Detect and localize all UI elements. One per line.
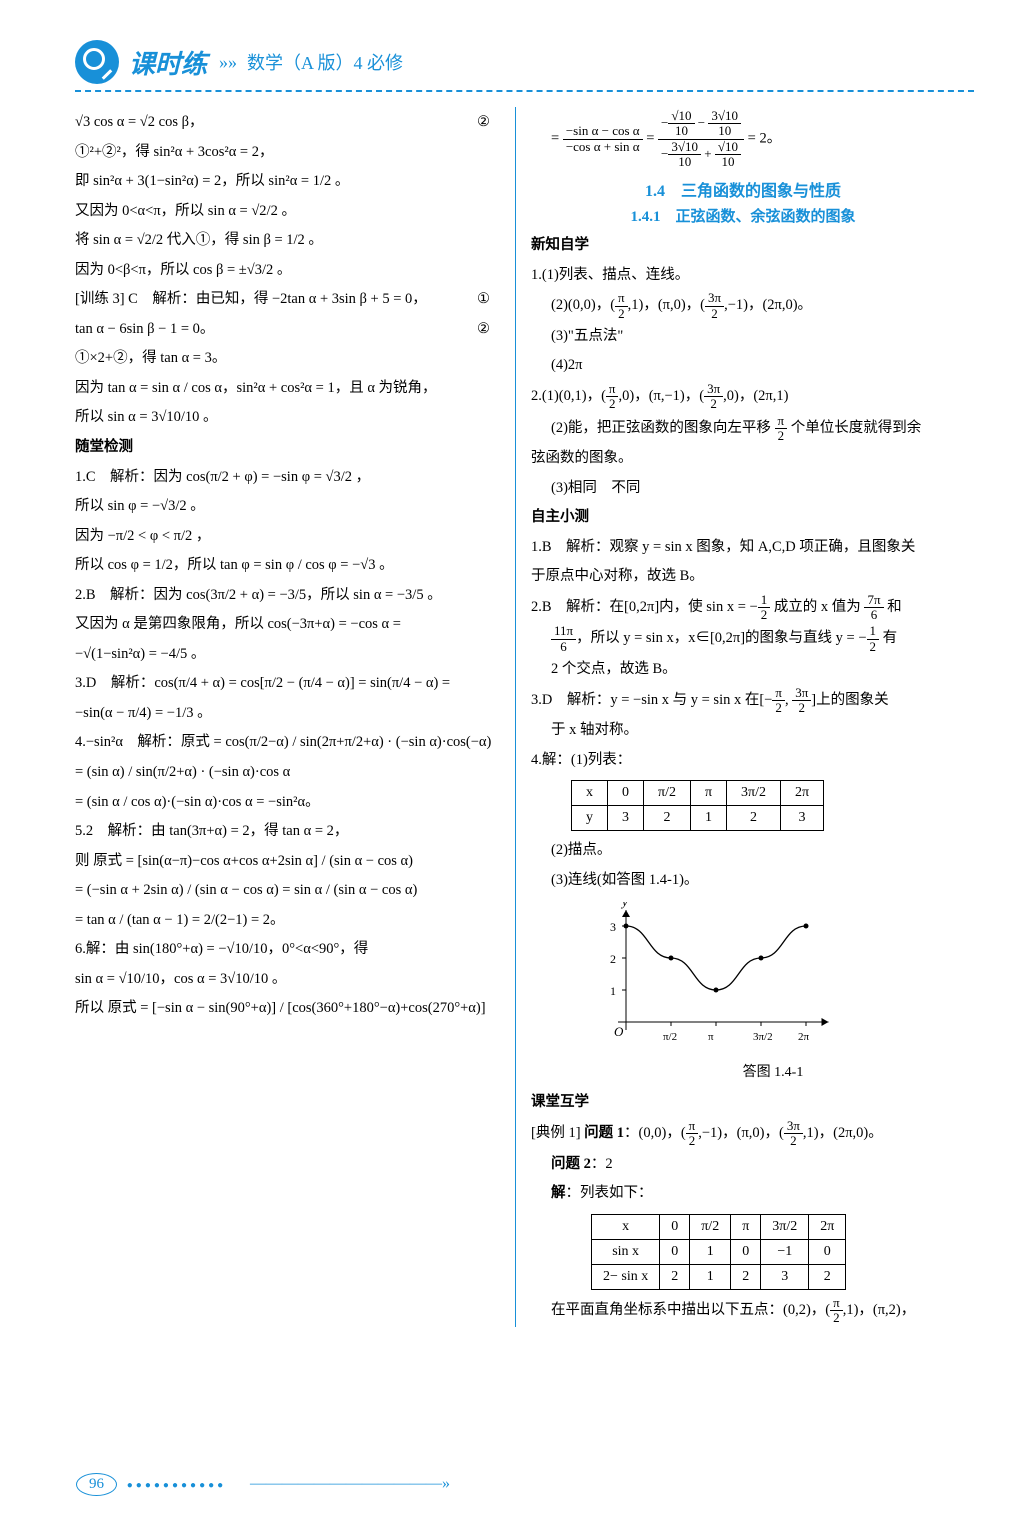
text-line: 3.D 解析：cos(π/4 + α) = cos[π/2 − (π/4 − α… [75, 670, 500, 698]
text-line: 于 x 轴对称。 [551, 717, 955, 745]
text-line: 在平面直角坐标系中描出以下五点：(0,2)，(π2,1)，(π,2)， [551, 1296, 955, 1326]
text-line: 1.C 解析：因为 cos(π/2 + φ) = −sin φ = √3/2 ， [75, 464, 500, 492]
text-line: (3)连线(如答图 1.4-1)。 [551, 867, 955, 895]
text-line: 所以 sin φ = −√3/2 。 [75, 493, 500, 521]
title-main: 课时练 [129, 44, 207, 81]
right-column: = −sin α − cos α−cos α + sin α = −√1010 … [515, 107, 955, 1327]
text-line: 问题 2：2 [551, 1151, 955, 1179]
text-line: 因为 −π/2 < φ < π/2 ， [75, 523, 500, 551]
text-line: = (−sin α + 2sin α) / (sin α − cos α) = … [75, 877, 500, 905]
figure-caption: 答图 1.4-1 [591, 1061, 955, 1081]
logo-icon [75, 40, 119, 84]
svg-text:3: 3 [610, 920, 616, 934]
page-number: 96 ●●●●●●●●●●● ————————————» [76, 1473, 450, 1496]
text-line: = (sin α) / sin(π/2+α) · (−sin α)·cos α [75, 759, 500, 787]
text-line: [典例 1] 问题 1：(0,0)，(π2,−1)，(π,0)，(3π2,1)，… [531, 1119, 955, 1149]
svg-text:π/2: π/2 [663, 1031, 677, 1043]
text-line: = tan α / (tan α − 1) = 2/(2−1) = 2。 [75, 907, 500, 935]
text-line: 2.B 解析：在[0,2π]内，使 sin x = −12 成立的 x 值为 7… [531, 593, 955, 623]
text-line: 2 个交点，故选 B。 [551, 656, 955, 684]
page-header: 课时练 »» 数学（A 版）4 必修 [75, 40, 974, 92]
text-line: 1.B 解析：观察 y = sin x 图象，知 A,C,D 项正确，且图象关 [531, 534, 955, 562]
text-line: (2)描点。 [551, 837, 955, 865]
text-line: 2.B 解析：因为 cos(3π/2 + α) = −3/5，所以 sin α … [75, 582, 500, 610]
text-line: 3.D 解析：y = −sin x 与 y = sin x 在[−π2, 3π2… [531, 686, 955, 716]
title-arrow-icon: »» [219, 52, 237, 73]
text-line: sin α = √10/10，cos α = 3√10/10 。 [75, 966, 500, 994]
text-line: [训练 3] C 解析：由已知，得 −2tan α + 3sin β + 5 =… [75, 286, 500, 314]
heading: 新知自学 [531, 232, 955, 260]
svg-text:2π: 2π [798, 1031, 810, 1043]
text-line: 将 sin α = √2/2 代入①，得 sin β = 1/2 。 [75, 227, 500, 255]
text-line: 所以 cos φ = 1/2，所以 tan φ = sin φ / cos φ … [75, 552, 500, 580]
text-line: ①×2+②，得 tan α = 3。 [75, 345, 500, 373]
data-table-1: x0π/2π3π/22πy32123 [571, 780, 824, 831]
text-line: 4.解：(1)列表： [531, 747, 955, 775]
heading: 自主小测 [531, 504, 955, 532]
text-line: √3 cos α = √2 cos β，② [75, 109, 500, 137]
text-line: 因为 tan α = sin α / cos α，sin²α + cos²α =… [75, 375, 500, 403]
svg-text:3π/2: 3π/2 [753, 1031, 773, 1043]
svg-text:2: 2 [610, 952, 616, 966]
text-line: (2)(0,0)，(π2,1)，(π,0)，(3π2,−1)，(2π,0)。 [551, 291, 955, 321]
text-line: (3)相同 不同 [551, 475, 955, 503]
figure: Oxy123π/2π3π/22π 答图 1.4-1 [591, 902, 955, 1081]
text-line: 则 原式 = [sin(α−π)−cos α+cos α+2sin α] / (… [75, 848, 500, 876]
text-line: 2.(1)(0,1)，(π2,0)，(π,−1)，(3π2,0)，(2π,1) [531, 382, 955, 412]
svg-text:y: y [620, 902, 628, 909]
text-line: (3)"五点法" [551, 323, 955, 351]
text-line: 所以 原式 = [−sin α − sin(90°+α)] / [cos(360… [75, 995, 500, 1023]
text-line: −sin(α − π/4) = −1/3 。 [75, 700, 500, 728]
text-line: 4.−sin²α 解析：原式 = cos(π/2−α) / sin(2π+π/2… [75, 729, 500, 757]
text-line: 即 sin²α + 3(1−sin²α) = 2，所以 sin²α = 1/2 … [75, 168, 500, 196]
dots-icon: ●●●●●●●●●●● [127, 1480, 226, 1491]
svg-text:1: 1 [610, 984, 616, 998]
section-subtitle: 1.4.1 正弦函数、余弦函数的图象 [531, 205, 955, 226]
arrow-icon: ————————————» [250, 1475, 450, 1492]
text-line: (2)能，把正弦函数的图象向左平移 π2 个单位长度就得到余 [551, 414, 955, 444]
text-line: 因为 0<β<π，所以 cos β = ±√3/2 。 [75, 257, 500, 285]
text-line: ①²+②²，得 sin²α + 3cos²α = 2， [75, 139, 500, 167]
left-column: √3 cos α = √2 cos β，②①²+②²，得 sin²α + 3co… [75, 107, 515, 1327]
text-line: 随堂检测 [75, 434, 500, 462]
section-title: 1.4 三角函数的图象与性质 [531, 177, 955, 201]
text-line: 5.2 解析：由 tan(3π+α) = 2，得 tan α = 2， [75, 818, 500, 846]
text-line: 6.解：由 sin(180°+α) = −√10/10，0°<α<90°，得 [75, 936, 500, 964]
chart-icon: Oxy123π/2π3π/22π [591, 902, 831, 1052]
text-line: 于原点中心对称，故选 B。 [531, 563, 955, 591]
text-line: 所以 sin α = 3√10/10 。 [75, 404, 500, 432]
text-line: 解：列表如下： [551, 1180, 955, 1208]
text-line: 11π6，所以 y = sin x，x∈[0,2π]的图象与直线 y = −12… [551, 624, 955, 654]
eq-line: = −sin α − cos α−cos α + sin α = −√1010 … [551, 109, 955, 169]
text-line: 弦函数的图象。 [531, 445, 955, 473]
text-line: (4)2π [551, 352, 955, 380]
heading: 课堂互学 [531, 1089, 955, 1117]
text-line: 又因为 α 是第四象限角，所以 cos(−3π+α) = −cos α = [75, 611, 500, 639]
text-line: = (sin α / cos α)·(−sin α)·cos α = −sin²… [75, 789, 500, 817]
title-sub: 数学（A 版）4 必修 [247, 49, 403, 75]
data-table-2: x0π/2π3π/22πsin x010−102− sin x21232 [591, 1214, 846, 1290]
text-line: 1.(1)列表、描点、连线。 [531, 262, 955, 290]
text-line: −√(1−sin²α) = −4/5 。 [75, 641, 500, 669]
text-line: 又因为 0<α<π，所以 sin α = √2/2 。 [75, 198, 500, 226]
text-line: tan α − 6sin β − 1 = 0。② [75, 316, 500, 344]
svg-text:π: π [708, 1031, 714, 1043]
svg-text:O: O [614, 1024, 624, 1039]
